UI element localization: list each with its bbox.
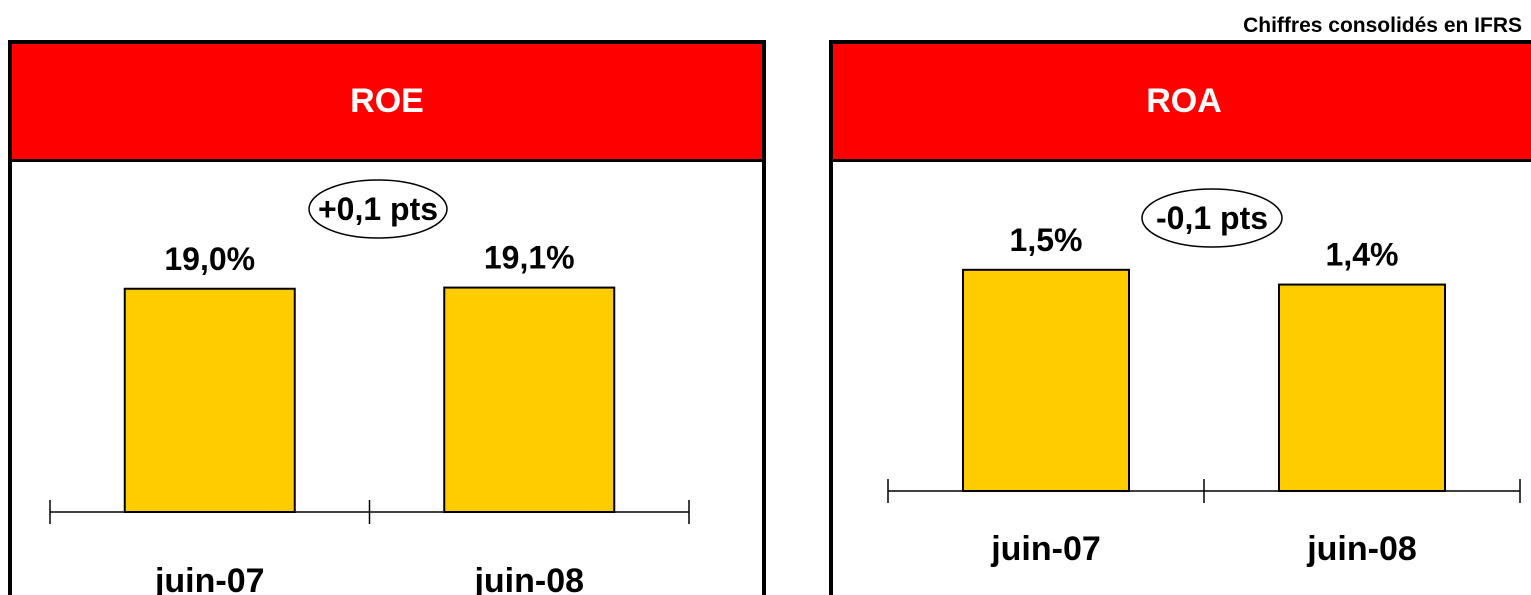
roa-bar-juin-08 <box>1278 283 1446 492</box>
roe-chart-header: ROE <box>12 44 762 162</box>
roa-category-label: juin-07 <box>990 530 1101 568</box>
consolidated-note: Chiffres consolidés en IFRS <box>1243 14 1522 37</box>
roa-chart-header: ROA <box>833 44 1531 162</box>
roe-bar-chart: 19,0% juin-07 19,1% juin-08 +0,1 pts <box>49 179 690 595</box>
roe-category-label: juin-08 <box>473 562 584 595</box>
roa-change-annotation: -0,1 pts <box>1156 200 1268 236</box>
roa-chart-panel: ROA 1,5% juin-07 1,4% juin-08 -0,1 pts <box>829 40 1531 595</box>
roe-chart-panel: ROE 19,0% juin-07 19,1% juin-08 +0,1 pts <box>8 40 766 595</box>
roe-bar-juin-07 <box>123 287 296 513</box>
roa-value-label: 1,5% <box>1010 222 1083 258</box>
roe-chart-title: ROE <box>350 82 424 120</box>
roa-category-label: juin-08 <box>1306 530 1417 568</box>
roa-change-ellipse <box>1141 188 1283 248</box>
roe-change-annotation: +0,1 pts <box>318 191 438 227</box>
roe-bar-juin-08 <box>443 286 616 513</box>
roe-change-ellipse <box>308 179 448 239</box>
roa-bar-chart: 1,5% juin-07 1,4% juin-08 -0,1 pts <box>887 188 1521 568</box>
roe-value-label: 19,0% <box>164 241 255 277</box>
roa-value-label: 1,4% <box>1326 237 1399 273</box>
roe-value-label: 19,1% <box>484 240 575 276</box>
roe-category-label: juin-07 <box>154 562 265 595</box>
roa-chart-title: ROA <box>1146 82 1222 120</box>
roa-bar-juin-07 <box>962 268 1130 492</box>
